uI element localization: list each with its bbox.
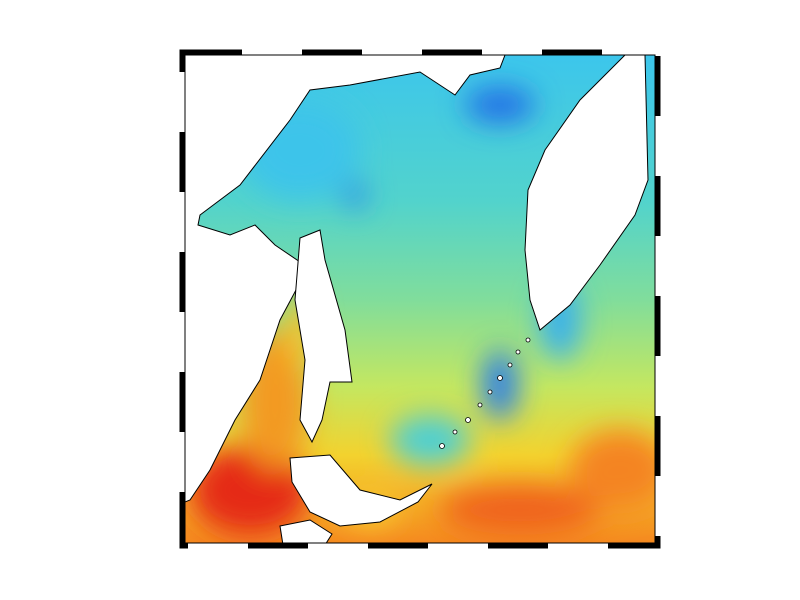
sakhalin xyxy=(294,229,353,444)
mainland xyxy=(185,55,506,503)
kamchatka xyxy=(524,55,649,331)
map xyxy=(185,55,655,543)
map-border xyxy=(179,49,661,549)
hokkaido xyxy=(289,454,433,527)
kuril-islands xyxy=(439,337,531,449)
honshu xyxy=(279,519,333,543)
map-frame xyxy=(184,54,656,544)
